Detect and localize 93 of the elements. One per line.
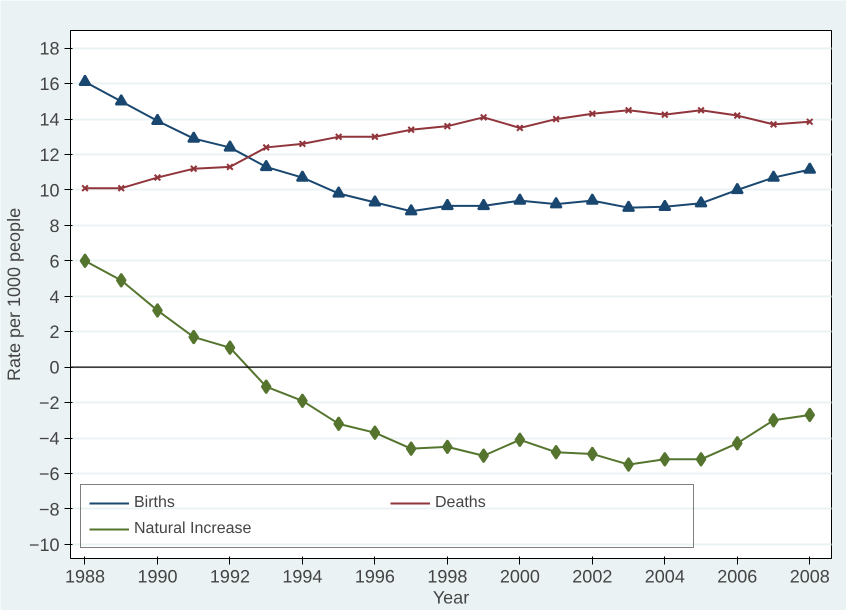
point bbox=[552, 115, 560, 123]
x-tick-label: 1998 bbox=[427, 566, 468, 586]
point bbox=[368, 195, 382, 207]
point bbox=[730, 182, 744, 194]
point bbox=[370, 425, 380, 440]
point bbox=[116, 272, 127, 288]
x-tick-label: 1992 bbox=[210, 566, 250, 586]
point bbox=[407, 126, 415, 134]
point bbox=[260, 160, 273, 172]
point bbox=[803, 162, 816, 174]
y-tick-label: 12 bbox=[39, 145, 60, 166]
point bbox=[332, 186, 346, 198]
point bbox=[190, 164, 198, 173]
point bbox=[696, 452, 706, 467]
x-tick-label: 1990 bbox=[137, 566, 178, 586]
point bbox=[80, 253, 90, 268]
point bbox=[514, 432, 526, 448]
point bbox=[260, 379, 272, 394]
point bbox=[658, 199, 672, 211]
point bbox=[152, 302, 163, 318]
point bbox=[733, 112, 742, 120]
point bbox=[659, 452, 670, 467]
point bbox=[150, 114, 164, 126]
y-tick-label: −2 bbox=[38, 393, 60, 414]
point bbox=[804, 407, 816, 422]
y-tick-label: 14 bbox=[39, 110, 60, 130]
point bbox=[622, 200, 636, 212]
x-tick-label: 2008 bbox=[790, 566, 830, 586]
y-tick-label: −8 bbox=[38, 499, 60, 520]
point bbox=[371, 132, 379, 141]
point bbox=[478, 448, 489, 464]
y-tick-label: 4 bbox=[49, 286, 60, 307]
y-axis-title: Rate per 1000 people bbox=[4, 208, 24, 382]
point bbox=[697, 106, 705, 114]
y-tick-label: 0 bbox=[49, 358, 60, 378]
legend-label: Deaths bbox=[435, 494, 487, 512]
x-axis-title: Year bbox=[432, 588, 470, 608]
point bbox=[224, 340, 236, 356]
point bbox=[296, 170, 309, 182]
x-tick-label: 2002 bbox=[572, 566, 612, 586]
point bbox=[297, 393, 308, 408]
point bbox=[223, 140, 236, 152]
point bbox=[767, 170, 780, 182]
x-tick-label: 2000 bbox=[500, 566, 540, 586]
point bbox=[187, 131, 200, 143]
x-tick-label: 2006 bbox=[717, 566, 758, 586]
point bbox=[188, 330, 200, 345]
point bbox=[694, 196, 708, 208]
point bbox=[732, 436, 743, 451]
y-tick-label: −6 bbox=[38, 464, 60, 484]
point bbox=[623, 457, 634, 472]
y-tick-label: 18 bbox=[39, 38, 60, 59]
point bbox=[114, 94, 128, 106]
point bbox=[404, 204, 418, 216]
x-tick-label: 1994 bbox=[282, 566, 322, 586]
point bbox=[262, 144, 270, 152]
x-tick-label: 2004 bbox=[644, 566, 685, 586]
y-tick-label: 8 bbox=[49, 216, 60, 236]
point bbox=[334, 132, 342, 141]
x-tick-label: 1996 bbox=[354, 566, 395, 586]
point bbox=[440, 198, 454, 210]
y-tick-label: 6 bbox=[49, 251, 60, 272]
point bbox=[298, 140, 306, 148]
point bbox=[442, 439, 453, 454]
point bbox=[768, 412, 779, 428]
point bbox=[154, 174, 162, 182]
point bbox=[586, 193, 599, 205]
point bbox=[226, 163, 234, 171]
x-tick-label: 1988 bbox=[64, 566, 106, 586]
point bbox=[550, 196, 563, 208]
point bbox=[117, 184, 126, 192]
y-tick-label: 10 bbox=[39, 180, 60, 200]
point bbox=[624, 106, 632, 114]
point bbox=[81, 184, 89, 192]
y-tick-label: −10 bbox=[28, 534, 60, 555]
y-tick-label: 2 bbox=[49, 322, 60, 342]
point bbox=[550, 444, 562, 460]
point bbox=[586, 446, 598, 462]
y-tick-label: −4 bbox=[38, 428, 60, 449]
point bbox=[477, 198, 490, 210]
point bbox=[444, 122, 452, 130]
point bbox=[516, 124, 524, 132]
point bbox=[333, 416, 344, 432]
point bbox=[513, 193, 526, 205]
point bbox=[406, 441, 416, 456]
point bbox=[660, 110, 669, 118]
point bbox=[78, 74, 92, 86]
legend-label: Natural Increase bbox=[134, 520, 252, 538]
legend-label: Births bbox=[134, 494, 176, 512]
point bbox=[770, 120, 778, 128]
point bbox=[588, 110, 596, 118]
point bbox=[480, 113, 488, 122]
y-tick-label: 16 bbox=[39, 74, 60, 94]
